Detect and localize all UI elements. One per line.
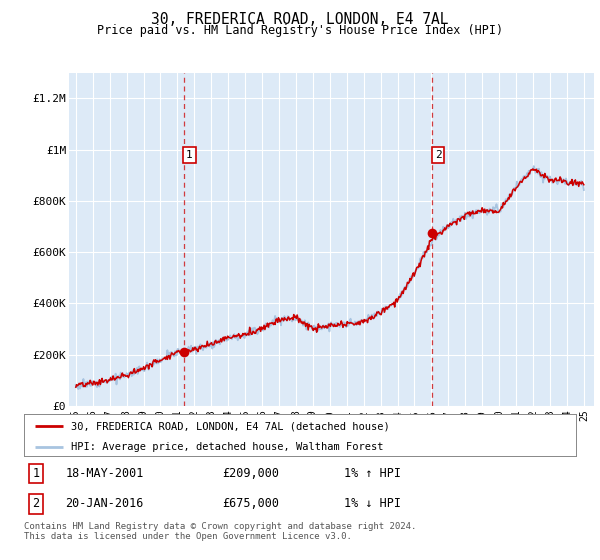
Text: 2: 2 — [32, 497, 40, 510]
Text: £675,000: £675,000 — [223, 497, 280, 510]
Text: Contains HM Land Registry data © Crown copyright and database right 2024.
This d: Contains HM Land Registry data © Crown c… — [24, 522, 416, 542]
Text: HPI: Average price, detached house, Waltham Forest: HPI: Average price, detached house, Walt… — [71, 442, 383, 452]
Text: Price paid vs. HM Land Registry's House Price Index (HPI): Price paid vs. HM Land Registry's House … — [97, 24, 503, 36]
Text: 20-JAN-2016: 20-JAN-2016 — [65, 497, 144, 510]
Text: £209,000: £209,000 — [223, 467, 280, 480]
Text: 30, FREDERICA ROAD, LONDON, E4 7AL: 30, FREDERICA ROAD, LONDON, E4 7AL — [151, 12, 449, 27]
Text: 18-MAY-2001: 18-MAY-2001 — [65, 467, 144, 480]
Text: 1: 1 — [32, 467, 40, 480]
Text: 1: 1 — [186, 150, 193, 160]
Text: 1% ↑ HPI: 1% ↑ HPI — [344, 467, 401, 480]
Text: 1% ↓ HPI: 1% ↓ HPI — [344, 497, 401, 510]
Text: 30, FREDERICA ROAD, LONDON, E4 7AL (detached house): 30, FREDERICA ROAD, LONDON, E4 7AL (deta… — [71, 421, 389, 431]
Text: 2: 2 — [435, 150, 442, 160]
